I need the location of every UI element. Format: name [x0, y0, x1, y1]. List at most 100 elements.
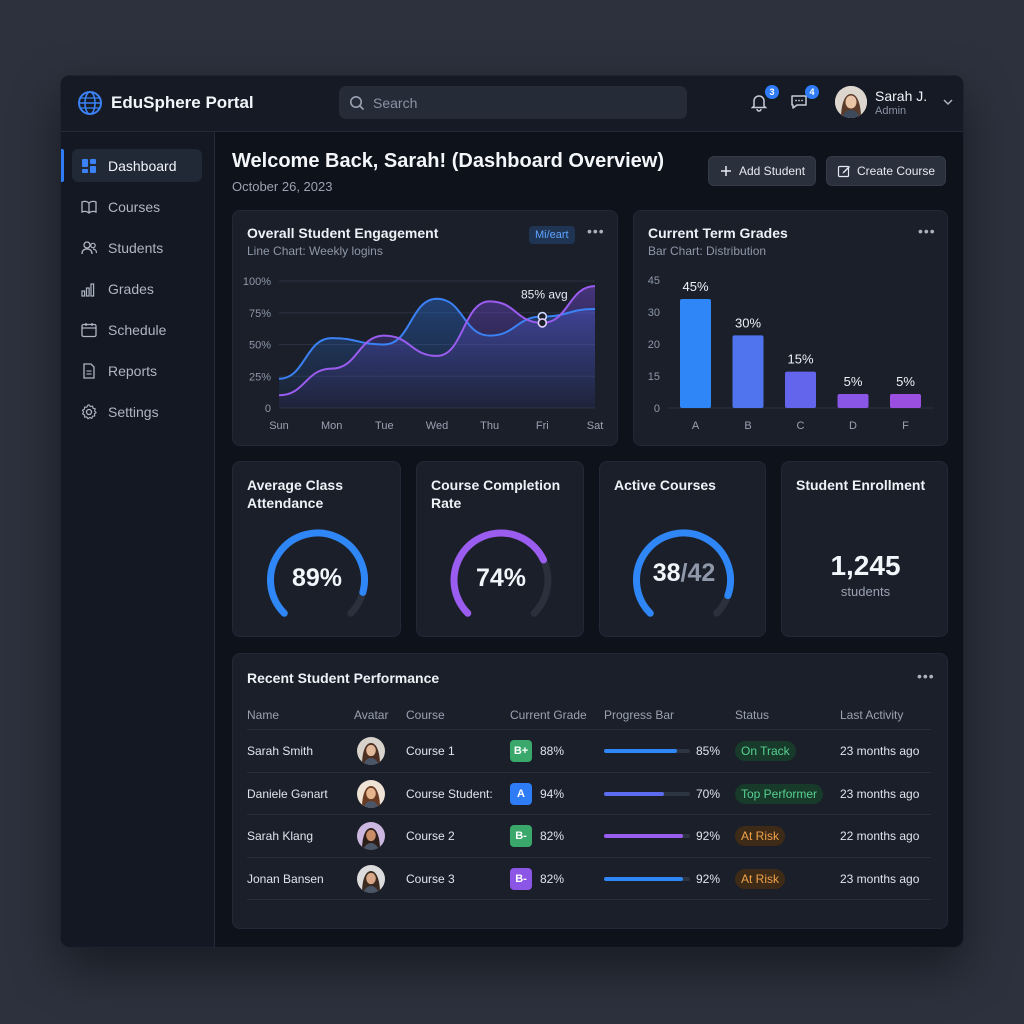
table-row[interactable]: Sarah Smith Course 1 B+ 88% 85% On Track 23 mo…: [233, 730, 949, 772]
gauge-fill: [267, 529, 368, 617]
y-tick-label: 0: [265, 403, 271, 415]
more-options-icon[interactable]: •••: [587, 223, 605, 239]
sidebar-item-settings[interactable]: Settings: [72, 395, 202, 428]
avatar: [835, 86, 867, 118]
sidebar-item-label: Dashboard: [108, 157, 177, 174]
grade-badge: B-: [510, 867, 532, 890]
sidebar-item-label: Settings: [108, 403, 159, 420]
status-badge: Top Performer: [735, 783, 824, 804]
create-course-button[interactable]: Create Course: [826, 156, 947, 186]
dashboard-icon: [82, 158, 96, 173]
avatar: [357, 779, 385, 808]
x-tick-label: Tue: [375, 420, 394, 432]
sidebar-item-courses[interactable]: Courses: [72, 190, 202, 223]
x-tick-label: Sat: [587, 420, 604, 432]
x-tick-label: Fri: [536, 420, 549, 432]
bar: [732, 335, 764, 408]
messages-button[interactable]: 4: [789, 85, 819, 116]
column-header[interactable]: Status: [735, 708, 770, 722]
progress-value: 92%: [696, 871, 721, 886]
sidebar-item-label: Reports: [108, 362, 158, 379]
column-header[interactable]: Last Activity: [840, 708, 904, 722]
table-row[interactable]: Jonan Bansen Course 3 B- 82% 92% At Risk 23 mo…: [233, 858, 949, 900]
student-name: Sarah Klang: [247, 829, 314, 843]
sidebar-item-students[interactable]: Students: [72, 231, 202, 264]
user-menu[interactable]: Sarah J. Admin: [835, 86, 955, 118]
total-count: /42: [680, 559, 716, 587]
table-row[interactable]: Daniele Gənart Course Student: A 94% 70% Top …: [233, 773, 949, 815]
table-row[interactable]: Sarah Klang Course 2 B- 82% 92% At Risk 22 mon…: [233, 815, 949, 857]
progress-fill: [604, 834, 684, 838]
plus-icon: [721, 166, 731, 176]
last-activity: 22 months ago: [840, 829, 920, 843]
notifications-button[interactable]: 3: [749, 85, 779, 116]
bar-chart-icon: [81, 282, 95, 297]
chevron-down-icon: [943, 99, 953, 106]
grade-badge: B+: [510, 740, 532, 762]
x-tick-label: B: [744, 420, 751, 432]
sidebar-item-reports[interactable]: Reports: [72, 354, 202, 387]
search-input[interactable]: [373, 94, 653, 111]
enrollment-unit: students: [840, 584, 891, 599]
user-name: Sarah J.: [875, 87, 928, 104]
active-courses-value: 38/42: [624, 559, 744, 588]
student-name: Jonan Bansen: [247, 871, 324, 886]
bar-data-label: 5%: [844, 374, 863, 389]
brand[interactable]: EduSphere Portal: [77, 90, 254, 116]
search-bar[interactable]: [339, 86, 687, 119]
app-title: EduSphere Portal: [111, 93, 254, 112]
engagement-card: Overall Student Engagement Line Chart: W…: [232, 210, 618, 446]
active-indicator: [61, 149, 64, 182]
sidebar-item-grades[interactable]: Grades: [72, 272, 202, 305]
performance-card: Recent Student Performance ••• Name Avat…: [232, 653, 948, 929]
main-content: Welcome Back, Sarah! (Dashboard Overview…: [216, 132, 963, 947]
row-divider: [247, 771, 931, 773]
sidebar: Dashboard Courses Students Grades: [61, 132, 215, 947]
book-icon: [81, 200, 97, 214]
engagement-title: Overall Student Engagement: [247, 225, 439, 241]
progress-bar: [604, 791, 690, 796]
bell-icon: [750, 95, 768, 112]
sidebar-item-schedule[interactable]: Schedule: [72, 313, 202, 346]
student-name: Daniele Gənart: [247, 786, 328, 801]
completion-title: Course Completion Rate: [431, 477, 561, 511]
grade-badge: B-: [510, 825, 532, 847]
more-options-icon[interactable]: •••: [917, 668, 935, 684]
more-options-icon[interactable]: •••: [918, 223, 936, 239]
column-header[interactable]: Avatar: [354, 708, 389, 722]
column-header[interactable]: Current Grade: [510, 708, 587, 722]
sidebar-item-dashboard[interactable]: Dashboard: [72, 149, 202, 182]
bar: [890, 394, 921, 408]
last-activity: 23 months ago: [840, 786, 920, 801]
gear-icon: [81, 403, 97, 419]
avatar: [357, 737, 385, 765]
page-date: October 26, 2023: [232, 179, 333, 194]
progress-fill: [604, 749, 678, 753]
notification-badge: 3: [765, 85, 779, 99]
column-header[interactable]: Name: [247, 708, 280, 722]
progress-bar: [604, 749, 690, 753]
last-activity: 23 months ago: [840, 744, 920, 758]
add-student-button[interactable]: Add Student: [708, 156, 817, 186]
completion-value: 74%: [475, 564, 527, 592]
course-name: Course 2: [406, 829, 455, 843]
chat-icon: [791, 95, 807, 109]
course-name: Course 1: [406, 744, 455, 758]
grade-score: 94%: [540, 786, 565, 801]
page-title: Welcome Back, Sarah! (Dashboard Overview…: [232, 150, 665, 172]
grades-bar-chart: 0 15 20 30 45 45% A 30% B 15% C 5% D 5% F: [648, 275, 934, 432]
bar-data-label: 30%: [735, 315, 761, 330]
x-tick-label: A: [692, 420, 700, 432]
user-role: Admin: [875, 104, 907, 117]
row-divider: [247, 729, 931, 730]
x-tick-label: Thu: [480, 420, 499, 432]
data-point-marker: [537, 318, 548, 328]
column-header[interactable]: Course: [406, 708, 445, 722]
sidebar-item-label: Courses: [108, 198, 161, 215]
chart-tag[interactable]: Mi/eart: [529, 226, 575, 244]
grade-score: 82%: [540, 829, 565, 843]
bar: [785, 371, 816, 408]
column-header[interactable]: Progress Bar: [604, 708, 675, 722]
calendar-icon: [81, 322, 97, 337]
y-tick-label: 75%: [249, 308, 271, 320]
